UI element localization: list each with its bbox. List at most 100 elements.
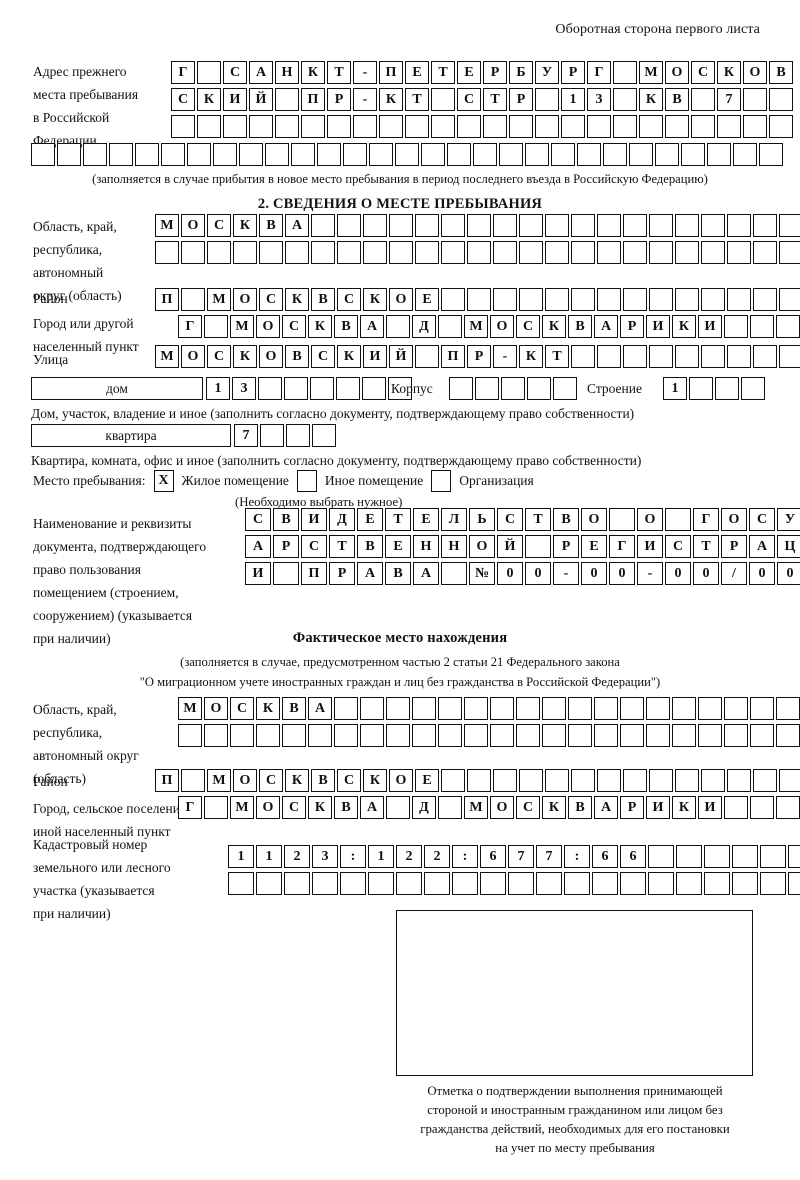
char-cell[interactable]: Т [693, 535, 719, 558]
char-cell[interactable]: С [282, 796, 306, 819]
char-cell[interactable]: П [301, 88, 325, 111]
char-cell[interactable] [508, 872, 534, 895]
char-cell[interactable]: О [233, 288, 257, 311]
char-cell[interactable] [649, 769, 673, 792]
char-cell[interactable]: К [519, 345, 543, 368]
char-cell[interactable]: О [721, 508, 747, 531]
char-cell[interactable] [415, 214, 439, 237]
char-cell[interactable] [197, 115, 221, 138]
char-cell[interactable]: / [721, 562, 747, 585]
char-cell[interactable] [181, 241, 205, 264]
char-cell[interactable] [57, 143, 81, 166]
char-cell[interactable]: 7 [508, 845, 534, 868]
char-cell[interactable]: Т [327, 61, 351, 84]
char-cell[interactable] [369, 143, 393, 166]
char-cell[interactable]: 0 [665, 562, 691, 585]
char-cell[interactable]: Т [385, 508, 411, 531]
char-cell[interactable] [724, 697, 748, 720]
char-cell[interactable]: С [259, 769, 283, 792]
char-cell[interactable]: В [665, 88, 689, 111]
char-cell[interactable]: С [749, 508, 775, 531]
char-cell[interactable]: Е [357, 508, 383, 531]
char-cell[interactable]: 1 [663, 377, 687, 400]
char-cell[interactable] [405, 115, 429, 138]
document-row[interactable]: СВИДЕТЕЛЬСТВООГОСУД [245, 508, 800, 531]
char-cell[interactable]: Р [483, 61, 507, 84]
char-cell[interactable] [204, 724, 228, 747]
checkbox-zhiloe[interactable]: X [153, 470, 174, 492]
char-cell[interactable] [438, 315, 462, 338]
char-cell[interactable]: 0 [609, 562, 635, 585]
char-cell[interactable]: Е [415, 288, 439, 311]
char-cell[interactable] [284, 377, 308, 400]
char-cell[interactable]: 1 [228, 845, 254, 868]
char-cell[interactable]: А [245, 535, 271, 558]
char-cell[interactable]: В [273, 508, 299, 531]
char-cell[interactable] [655, 143, 679, 166]
char-cell[interactable]: 3 [312, 845, 338, 868]
char-cell[interactable] [363, 214, 387, 237]
char-cell[interactable]: А [413, 562, 439, 585]
char-cell[interactable] [776, 796, 800, 819]
char-cell[interactable]: К [363, 769, 387, 792]
char-cell[interactable]: Р [553, 535, 579, 558]
char-cell[interactable] [519, 241, 543, 264]
char-cell[interactable] [675, 345, 699, 368]
char-cell[interactable] [536, 872, 562, 895]
char-cell[interactable] [649, 288, 673, 311]
char-cell[interactable] [545, 214, 569, 237]
char-cell[interactable] [597, 214, 621, 237]
char-cell[interactable] [438, 724, 462, 747]
char-cell[interactable] [256, 724, 280, 747]
char-cell[interactable] [475, 377, 499, 400]
char-cell[interactable] [204, 796, 228, 819]
char-cell[interactable] [675, 769, 699, 792]
char-cell[interactable]: М [230, 796, 254, 819]
char-cell[interactable] [312, 872, 338, 895]
char-cell[interactable]: 1 [256, 845, 282, 868]
char-cell[interactable]: К [672, 796, 696, 819]
char-cell[interactable] [525, 143, 549, 166]
char-cell[interactable] [343, 143, 367, 166]
char-cell[interactable]: К [233, 214, 257, 237]
char-cell[interactable] [727, 288, 751, 311]
char-cell[interactable] [717, 115, 741, 138]
char-cell[interactable] [675, 241, 699, 264]
char-cell[interactable]: В [769, 61, 793, 84]
char-cell[interactable]: О [490, 796, 514, 819]
char-cell[interactable] [467, 241, 491, 264]
char-cell[interactable] [603, 143, 627, 166]
char-cell[interactable] [490, 724, 514, 747]
char-cell[interactable]: : [564, 845, 590, 868]
char-cell[interactable]: К [285, 288, 309, 311]
char-cell[interactable] [386, 315, 410, 338]
char-cell[interactable] [286, 424, 310, 447]
char-cell[interactable] [490, 697, 514, 720]
char-cell[interactable] [493, 214, 517, 237]
char-cell[interactable]: И [245, 562, 271, 585]
char-cell[interactable]: 3 [232, 377, 256, 400]
char-cell[interactable]: А [285, 214, 309, 237]
char-cell[interactable] [353, 115, 377, 138]
char-cell[interactable] [724, 724, 748, 747]
char-cell[interactable]: Г [171, 61, 195, 84]
cadastre-row[interactable] [228, 872, 800, 895]
char-cell[interactable]: 0 [581, 562, 607, 585]
char-cell[interactable] [493, 769, 517, 792]
char-cell[interactable] [701, 288, 725, 311]
char-cell[interactable] [750, 796, 774, 819]
char-cell[interactable]: С [497, 508, 523, 531]
char-cell[interactable] [701, 241, 725, 264]
char-cell[interactable] [571, 769, 595, 792]
char-cell[interactable] [501, 377, 525, 400]
char-cell[interactable] [535, 88, 559, 111]
char-cell[interactable]: Н [441, 535, 467, 558]
char-cell[interactable] [181, 769, 205, 792]
char-cell[interactable]: А [249, 61, 273, 84]
char-cell[interactable] [691, 88, 715, 111]
char-cell[interactable] [363, 241, 387, 264]
char-cell[interactable] [704, 872, 730, 895]
